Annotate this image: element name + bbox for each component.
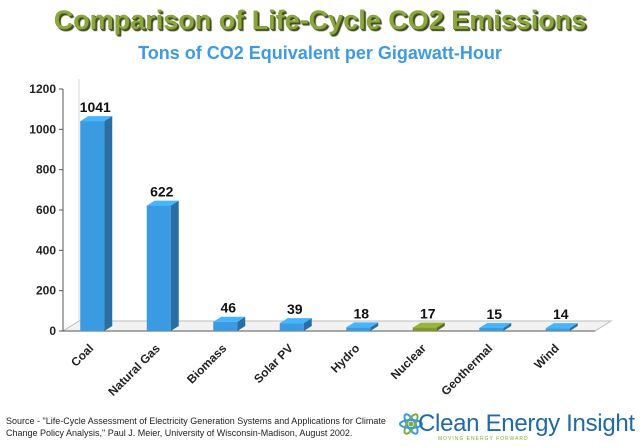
bar [545,328,570,331]
y-tick-label: 1000 [29,122,56,136]
data-label: 14 [553,306,569,322]
bar-top [412,322,445,328]
bar-side [104,116,113,331]
bar-side [569,323,578,331]
data-label: 46 [220,300,236,316]
bar-side [436,322,445,331]
x-tick-label: Biomass [184,341,230,387]
chart-subtitle: Tons of CO2 Equivalent per Gigawatt-Hour [138,43,502,63]
x-tick-label: Coal [68,341,96,369]
bar-top [279,318,312,324]
bar [346,327,371,331]
snowflake-atom-icon [399,413,423,435]
bar-side [370,322,379,331]
bar-side [503,322,512,331]
bar [146,205,171,331]
source-note: Source - "Life-Cycle Assessment of Elect… [6,416,386,438]
bar-side [303,318,312,331]
bar [479,327,504,331]
y-tick-label: 1200 [29,82,56,96]
bar [213,321,238,331]
y-tick-label: 600 [36,203,56,217]
bar-top [545,323,578,329]
x-tick-label: Wind [531,341,562,372]
bar-top [146,200,179,206]
bar [80,121,105,331]
bar [412,327,437,331]
x-tick-label: Solar PV [251,341,296,386]
data-label: 1041 [80,99,111,115]
data-label: 18 [353,305,369,321]
data-label: 15 [486,306,502,322]
bar-side [237,316,246,331]
data-label: 17 [420,306,436,322]
y-tick-label: 0 [49,324,56,338]
x-tick-label: Nuclear [388,341,429,382]
x-tick-label: Geothermal [438,341,495,398]
logo-name: Clean Energy Insight [418,410,635,437]
chart-floor [61,320,613,332]
chart-title: Comparison of Life-Cycle CO2 Emissions [53,5,587,35]
y-tick-label: 400 [36,243,56,257]
x-tick-label: Hydro [328,341,362,375]
logo: Clean Energy Insight MOVING ENERGY FORWA… [398,404,638,444]
logo-tagline: MOVING ENERGY FORWARD [438,436,529,442]
bar [279,323,304,331]
y-tick-label: 800 [36,163,56,177]
bar-top [80,116,113,122]
data-label: 39 [287,301,303,317]
bar-side [170,200,179,331]
x-tick-label: Natural Gas [105,341,163,399]
bar-top [479,322,512,328]
bar-top [346,322,379,328]
bar-top [213,316,246,322]
y-tick-label: 200 [36,284,56,298]
data-label: 622 [150,184,174,200]
